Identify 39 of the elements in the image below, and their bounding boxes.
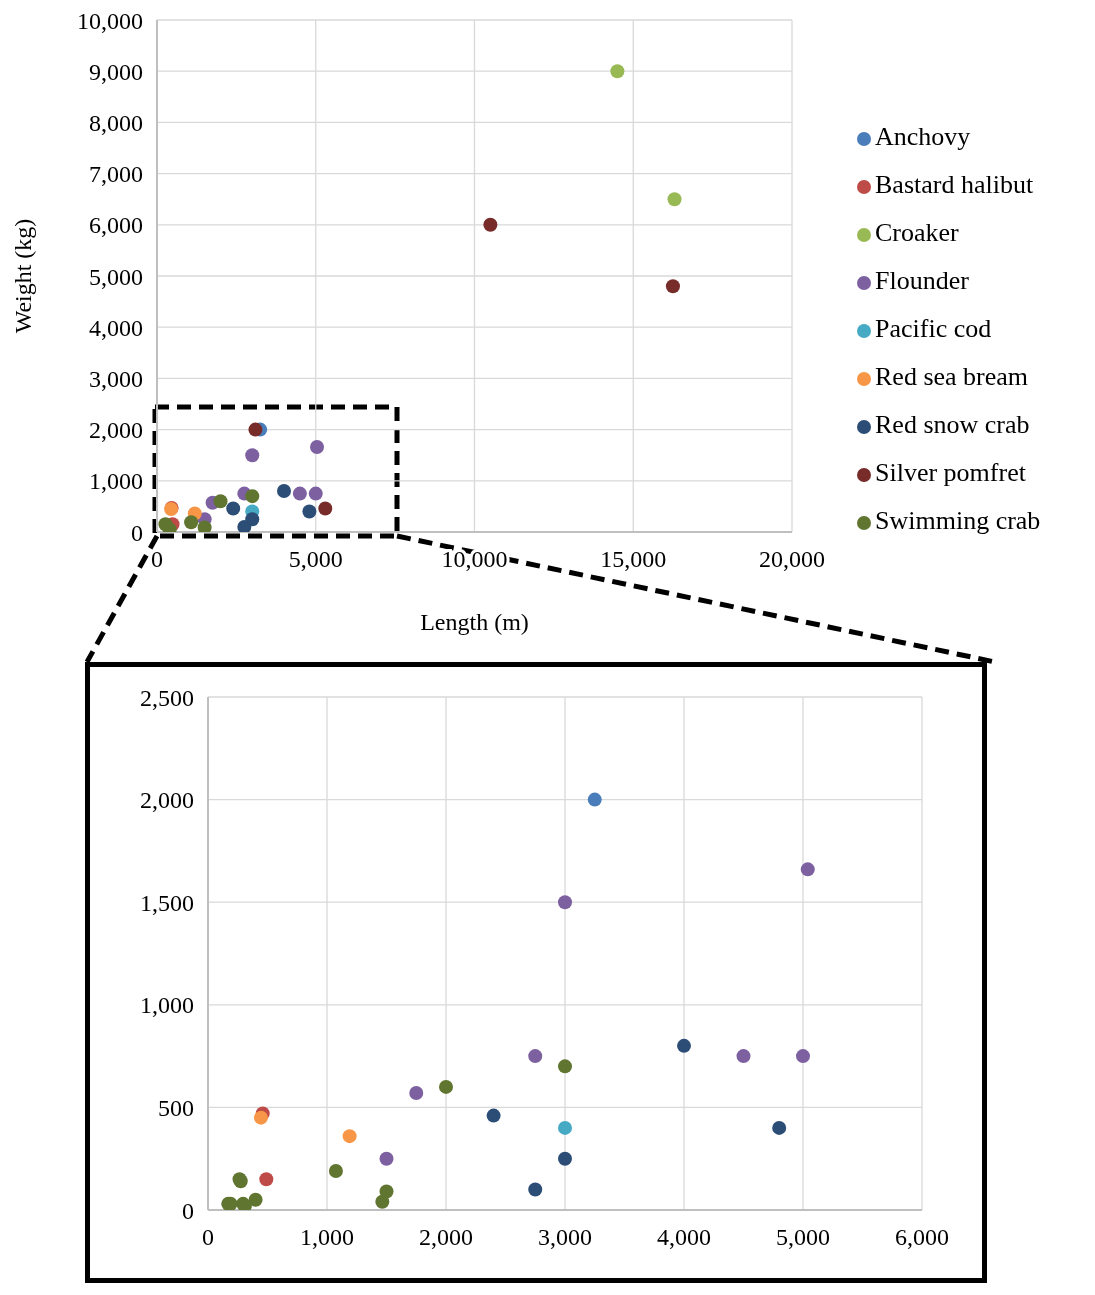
y-tick-label: 5,000	[89, 263, 143, 290]
x-tick-label: 6,000	[895, 1224, 949, 1251]
y-axis-title: Weight (kg)	[9, 218, 36, 334]
y-tick-label: 8,000	[89, 109, 143, 136]
y-tick-label: 1,000	[140, 992, 194, 1019]
x-tick-label: 3,000	[538, 1224, 592, 1251]
y-tick-label: 9,000	[89, 58, 143, 85]
x-tick-label: 5,000	[776, 1224, 830, 1251]
y-tick-label: 0	[131, 519, 143, 546]
x-tick-label: 10,000	[441, 546, 508, 573]
x-axis-title: Length (m)	[420, 609, 529, 635]
y-tick-label: 10,000	[77, 7, 143, 34]
x-tick-label: 2,000	[419, 1224, 473, 1251]
legend-label: Red snow crab	[875, 410, 1030, 439]
y-tick-label: 7,000	[89, 161, 143, 188]
y-tick-label: 2,000	[89, 417, 143, 444]
legend-label: Silver pomfret	[875, 458, 1026, 487]
legend-label: Croaker	[875, 218, 959, 247]
legend-label: Bastard halibut	[875, 170, 1034, 199]
y-tick-label: 1,000	[89, 468, 143, 495]
y-tick-label: 500	[158, 1094, 194, 1121]
y-tick-label: 4,000	[89, 314, 143, 341]
y-tick-label: 2,000	[140, 787, 194, 814]
y-tick-label: 3,000	[89, 365, 143, 392]
y-tick-label: 0	[182, 1197, 194, 1224]
y-tick-label: 1,500	[140, 889, 194, 916]
x-tick-label: 20,000	[759, 546, 825, 573]
legend-label: Flounder	[875, 266, 969, 295]
legend-label: Pacific cod	[875, 314, 992, 343]
y-tick-label: 6,000	[89, 212, 143, 239]
legend-label: Red sea bream	[875, 362, 1029, 391]
x-tick-label: 4,000	[657, 1224, 711, 1251]
x-tick-label: 15,000	[600, 546, 667, 573]
legend-label: Anchovy	[875, 122, 971, 151]
x-tick-label: 0	[202, 1224, 214, 1251]
legend-label: Swimming crab	[875, 506, 1041, 535]
y-tick-label: 2,500	[140, 684, 194, 711]
x-tick-label: 5,000	[288, 546, 343, 573]
x-tick-label: 1,000	[300, 1224, 354, 1251]
